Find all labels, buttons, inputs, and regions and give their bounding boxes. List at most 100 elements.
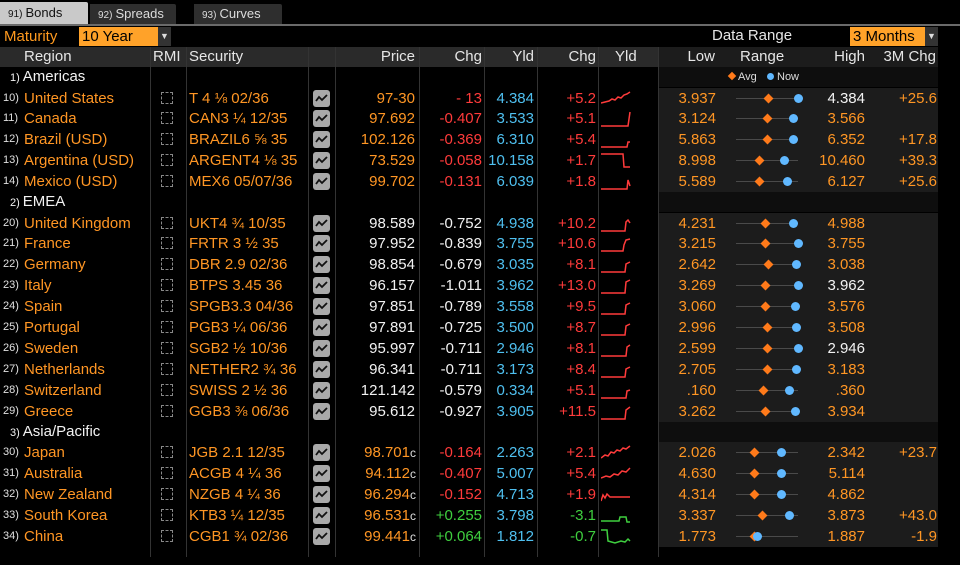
security-link[interactable]: PGB3 ¼ 06/36 xyxy=(189,319,288,336)
rmi-checkbox[interactable] xyxy=(161,342,173,354)
chart-icon[interactable] xyxy=(313,507,330,524)
rmi-checkbox[interactable] xyxy=(161,258,173,270)
chart-icon[interactable] xyxy=(313,340,330,357)
security-link[interactable]: MEX6 05/07/36 xyxy=(189,173,293,190)
region-link[interactable]: Italy xyxy=(24,277,52,294)
col-security[interactable]: Security xyxy=(189,48,244,65)
security-link[interactable]: BTPS 3.45 36 xyxy=(189,277,283,294)
chevron-down-icon[interactable]: ▼ xyxy=(925,27,938,46)
region-link[interactable]: United States xyxy=(24,90,115,107)
chart-icon[interactable] xyxy=(313,173,330,190)
security-link[interactable]: CGB1 ¾ 02/36 xyxy=(189,528,289,545)
region-link[interactable]: France xyxy=(24,235,71,252)
chart-icon[interactable] xyxy=(313,486,330,503)
chart-icon[interactable] xyxy=(313,90,330,107)
chart-icon[interactable] xyxy=(313,131,330,148)
region-link[interactable]: Canada xyxy=(24,110,77,127)
col-price[interactable]: Price xyxy=(380,48,415,65)
security-link[interactable]: ARGENT4 ⅛ 35 xyxy=(189,152,298,169)
security-link[interactable]: SWISS 2 ½ 36 xyxy=(189,382,288,399)
region-link[interactable]: Spain xyxy=(24,298,63,315)
col-low[interactable]: Low xyxy=(687,48,715,65)
region-link[interactable]: Mexico (USD) xyxy=(24,173,118,190)
chart-icon[interactable] xyxy=(313,277,330,294)
chevron-down-icon[interactable]: ▼ xyxy=(158,27,171,46)
region-link[interactable]: United Kingdom xyxy=(24,215,131,232)
security-link[interactable]: CAN3 ¼ 12/35 xyxy=(189,110,288,127)
rmi-checkbox[interactable] xyxy=(161,112,173,124)
col-yld-chg[interactable]: Chg xyxy=(568,48,596,65)
region-link[interactable]: Australia xyxy=(24,465,83,482)
maturity-select[interactable]: 10 Year ▼ xyxy=(79,27,171,46)
security-link[interactable]: T 4 ⅛ 02/36 xyxy=(189,90,269,107)
region-link[interactable]: New Zealand xyxy=(24,486,113,503)
region-link[interactable]: Portugal xyxy=(24,319,80,336)
tab-curves[interactable]: 93) Curves xyxy=(194,4,282,24)
rmi-checkbox[interactable] xyxy=(161,467,173,479)
chart-icon[interactable] xyxy=(313,215,330,232)
rmi-checkbox[interactable] xyxy=(161,509,173,521)
security-link[interactable]: NZGB 4 ¼ 36 xyxy=(189,486,281,503)
region-link[interactable]: Greece xyxy=(24,403,74,420)
security-link[interactable]: GGB3 ⅜ 06/36 xyxy=(189,403,290,420)
col-chg[interactable]: Chg xyxy=(454,48,482,65)
rmi-checkbox[interactable] xyxy=(161,446,173,458)
rmi-checkbox[interactable] xyxy=(161,92,173,104)
data-range-select[interactable]: 3 Months ▼ xyxy=(850,27,938,46)
col-range[interactable]: Range xyxy=(740,48,785,65)
region-link[interactable]: Germany xyxy=(24,256,86,273)
rmi-checkbox[interactable] xyxy=(161,217,173,229)
tab-bonds[interactable]: 91) Bonds xyxy=(0,2,88,24)
chart-icon[interactable] xyxy=(313,465,330,482)
chart-icon[interactable] xyxy=(313,298,330,315)
col-3m-chg[interactable]: 3M Chg xyxy=(883,48,936,65)
chart-icon[interactable] xyxy=(313,110,330,127)
region-link[interactable]: Argentina (USD) xyxy=(24,152,135,169)
security-link[interactable]: NETHER2 ¾ 36 xyxy=(189,361,297,378)
region-link[interactable]: Switzerland xyxy=(24,382,102,399)
rmi-checkbox[interactable] xyxy=(161,175,173,187)
rmi-checkbox[interactable] xyxy=(161,154,173,166)
chart-icon[interactable] xyxy=(313,235,330,252)
col-region[interactable]: Region xyxy=(24,48,72,65)
security-link[interactable]: SGB2 ½ 10/36 xyxy=(189,340,288,357)
security-link[interactable]: FRTR 3 ½ 35 xyxy=(189,235,279,252)
rmi-checkbox[interactable] xyxy=(161,530,173,542)
chart-icon[interactable] xyxy=(313,444,330,461)
rmi-checkbox[interactable] xyxy=(161,363,173,375)
col-rmi[interactable]: RMI xyxy=(153,48,181,65)
now-marker xyxy=(793,281,803,290)
region-link[interactable]: Japan xyxy=(24,444,65,461)
chart-icon[interactable] xyxy=(313,361,330,378)
col-high[interactable]: High xyxy=(834,48,865,65)
rmi-checkbox[interactable] xyxy=(161,133,173,145)
chart-icon[interactable] xyxy=(313,319,330,336)
security-link[interactable]: SPGB3.3 04/36 xyxy=(189,298,294,315)
region-link[interactable]: China xyxy=(24,528,64,545)
region-link[interactable]: Brazil (USD) xyxy=(24,131,108,148)
rmi-checkbox[interactable] xyxy=(161,279,173,291)
rmi-checkbox[interactable] xyxy=(161,405,173,417)
rmi-checkbox[interactable] xyxy=(161,237,173,249)
chart-icon[interactable] xyxy=(313,403,330,420)
rmi-checkbox[interactable] xyxy=(161,300,173,312)
rmi-checkbox[interactable] xyxy=(161,384,173,396)
rmi-checkbox[interactable] xyxy=(161,321,173,333)
rmi-checkbox[interactable] xyxy=(161,488,173,500)
chart-icon[interactable] xyxy=(313,382,330,399)
col-yld-spark[interactable]: Yld xyxy=(615,48,637,65)
chart-icon[interactable] xyxy=(313,256,330,273)
security-link[interactable]: JGB 2.1 12/35 xyxy=(189,444,285,461)
region-link[interactable]: Netherlands xyxy=(24,361,105,378)
chart-icon[interactable] xyxy=(313,528,330,545)
tab-spreads[interactable]: 92) Spreads xyxy=(90,4,176,24)
chart-icon[interactable] xyxy=(313,152,330,169)
security-link[interactable]: BRAZIL6 ⅝ 35 xyxy=(189,131,288,148)
security-link[interactable]: DBR 2.9 02/36 xyxy=(189,256,288,273)
region-link[interactable]: Sweden xyxy=(24,340,79,357)
security-link[interactable]: UKT4 ¾ 10/35 xyxy=(189,215,286,232)
col-yld[interactable]: Yld xyxy=(512,48,534,65)
region-link[interactable]: South Korea xyxy=(24,507,108,524)
security-link[interactable]: ACGB 4 ¼ 36 xyxy=(189,465,282,482)
security-link[interactable]: KTB3 ¼ 12/35 xyxy=(189,507,285,524)
